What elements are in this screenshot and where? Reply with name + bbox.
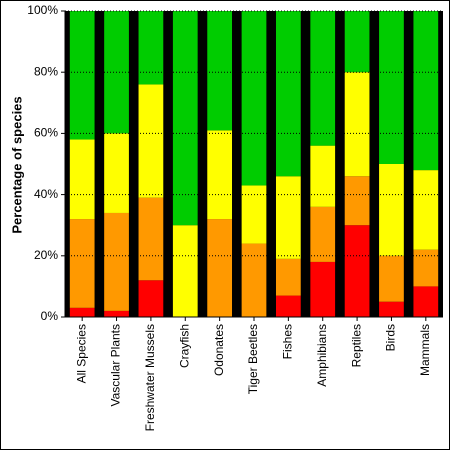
y-tick-label: 40% [34,187,58,201]
y-axis-label: Percentage of species [9,96,24,233]
bar-segment [138,280,164,317]
x-tick-label: Odonates [212,324,226,376]
bar-segment [69,219,95,308]
bar-segment [69,307,95,317]
bar-segment [207,11,233,131]
bar-segment [275,11,301,177]
x-tick-label: Fishes [281,324,295,359]
bar-segment [241,185,267,244]
bar-segment [138,11,164,85]
x-tick-label: Freshwater Mussels [143,324,157,431]
bar-segment [310,206,336,262]
bar-segment [104,310,129,317]
bar-segment [413,249,439,287]
y-tick-label: 20% [34,248,58,262]
bar-segment [275,295,301,317]
bar-stacks [69,11,439,317]
x-tick-label: Vascular Plants [109,324,123,406]
x-tick-label: Mammals [418,324,432,376]
bar-segment [275,176,301,259]
x-tick-label: Tiger Beetles [246,324,260,394]
bar-segment [241,243,267,317]
y-tick-label: 60% [34,126,58,140]
bar-segment [413,286,439,317]
bar-segment [310,11,336,146]
bar-segment [310,145,336,207]
x-tick-label: Birds [384,324,398,351]
bar-segment [104,133,129,213]
bar-segment [379,255,404,302]
x-tick-labels: All Species Vascular Plants Freshwater Mus… [74,317,432,431]
bar-segment [413,170,439,250]
y-tick-label: 80% [34,64,58,78]
bar-segment [241,11,267,186]
x-tick-label: All Species [74,324,88,383]
bar-segment [379,301,404,317]
bar-segment [310,261,336,317]
bar-segment [172,225,198,317]
bar-segment [413,11,439,171]
y-tick-labels: 0% 20% 40% 60% 80% 100% [27,3,65,323]
bar-segment [138,197,164,281]
bar-segment [138,84,164,198]
bar-segment [344,72,370,177]
bar-segment [344,176,370,226]
bar-segment [69,11,95,140]
y-tick-label: 0% [41,309,59,323]
bar-segment [344,11,370,73]
bar-segment [207,130,233,220]
x-tick-label: Crayfish [177,324,191,368]
bar-segment [379,164,404,256]
bar-segment [104,212,129,311]
bar-segment [172,11,198,226]
x-tick-label: Reptiles [349,324,363,367]
gridlines [65,10,443,257]
bar-segment [275,258,301,296]
bar-segment [69,139,95,220]
bar-segment [344,225,370,317]
bar-segment [207,219,233,317]
y-tick-label: 100% [27,3,58,17]
x-tick-label: Amphibians [315,324,329,387]
bar-segment [379,11,404,164]
